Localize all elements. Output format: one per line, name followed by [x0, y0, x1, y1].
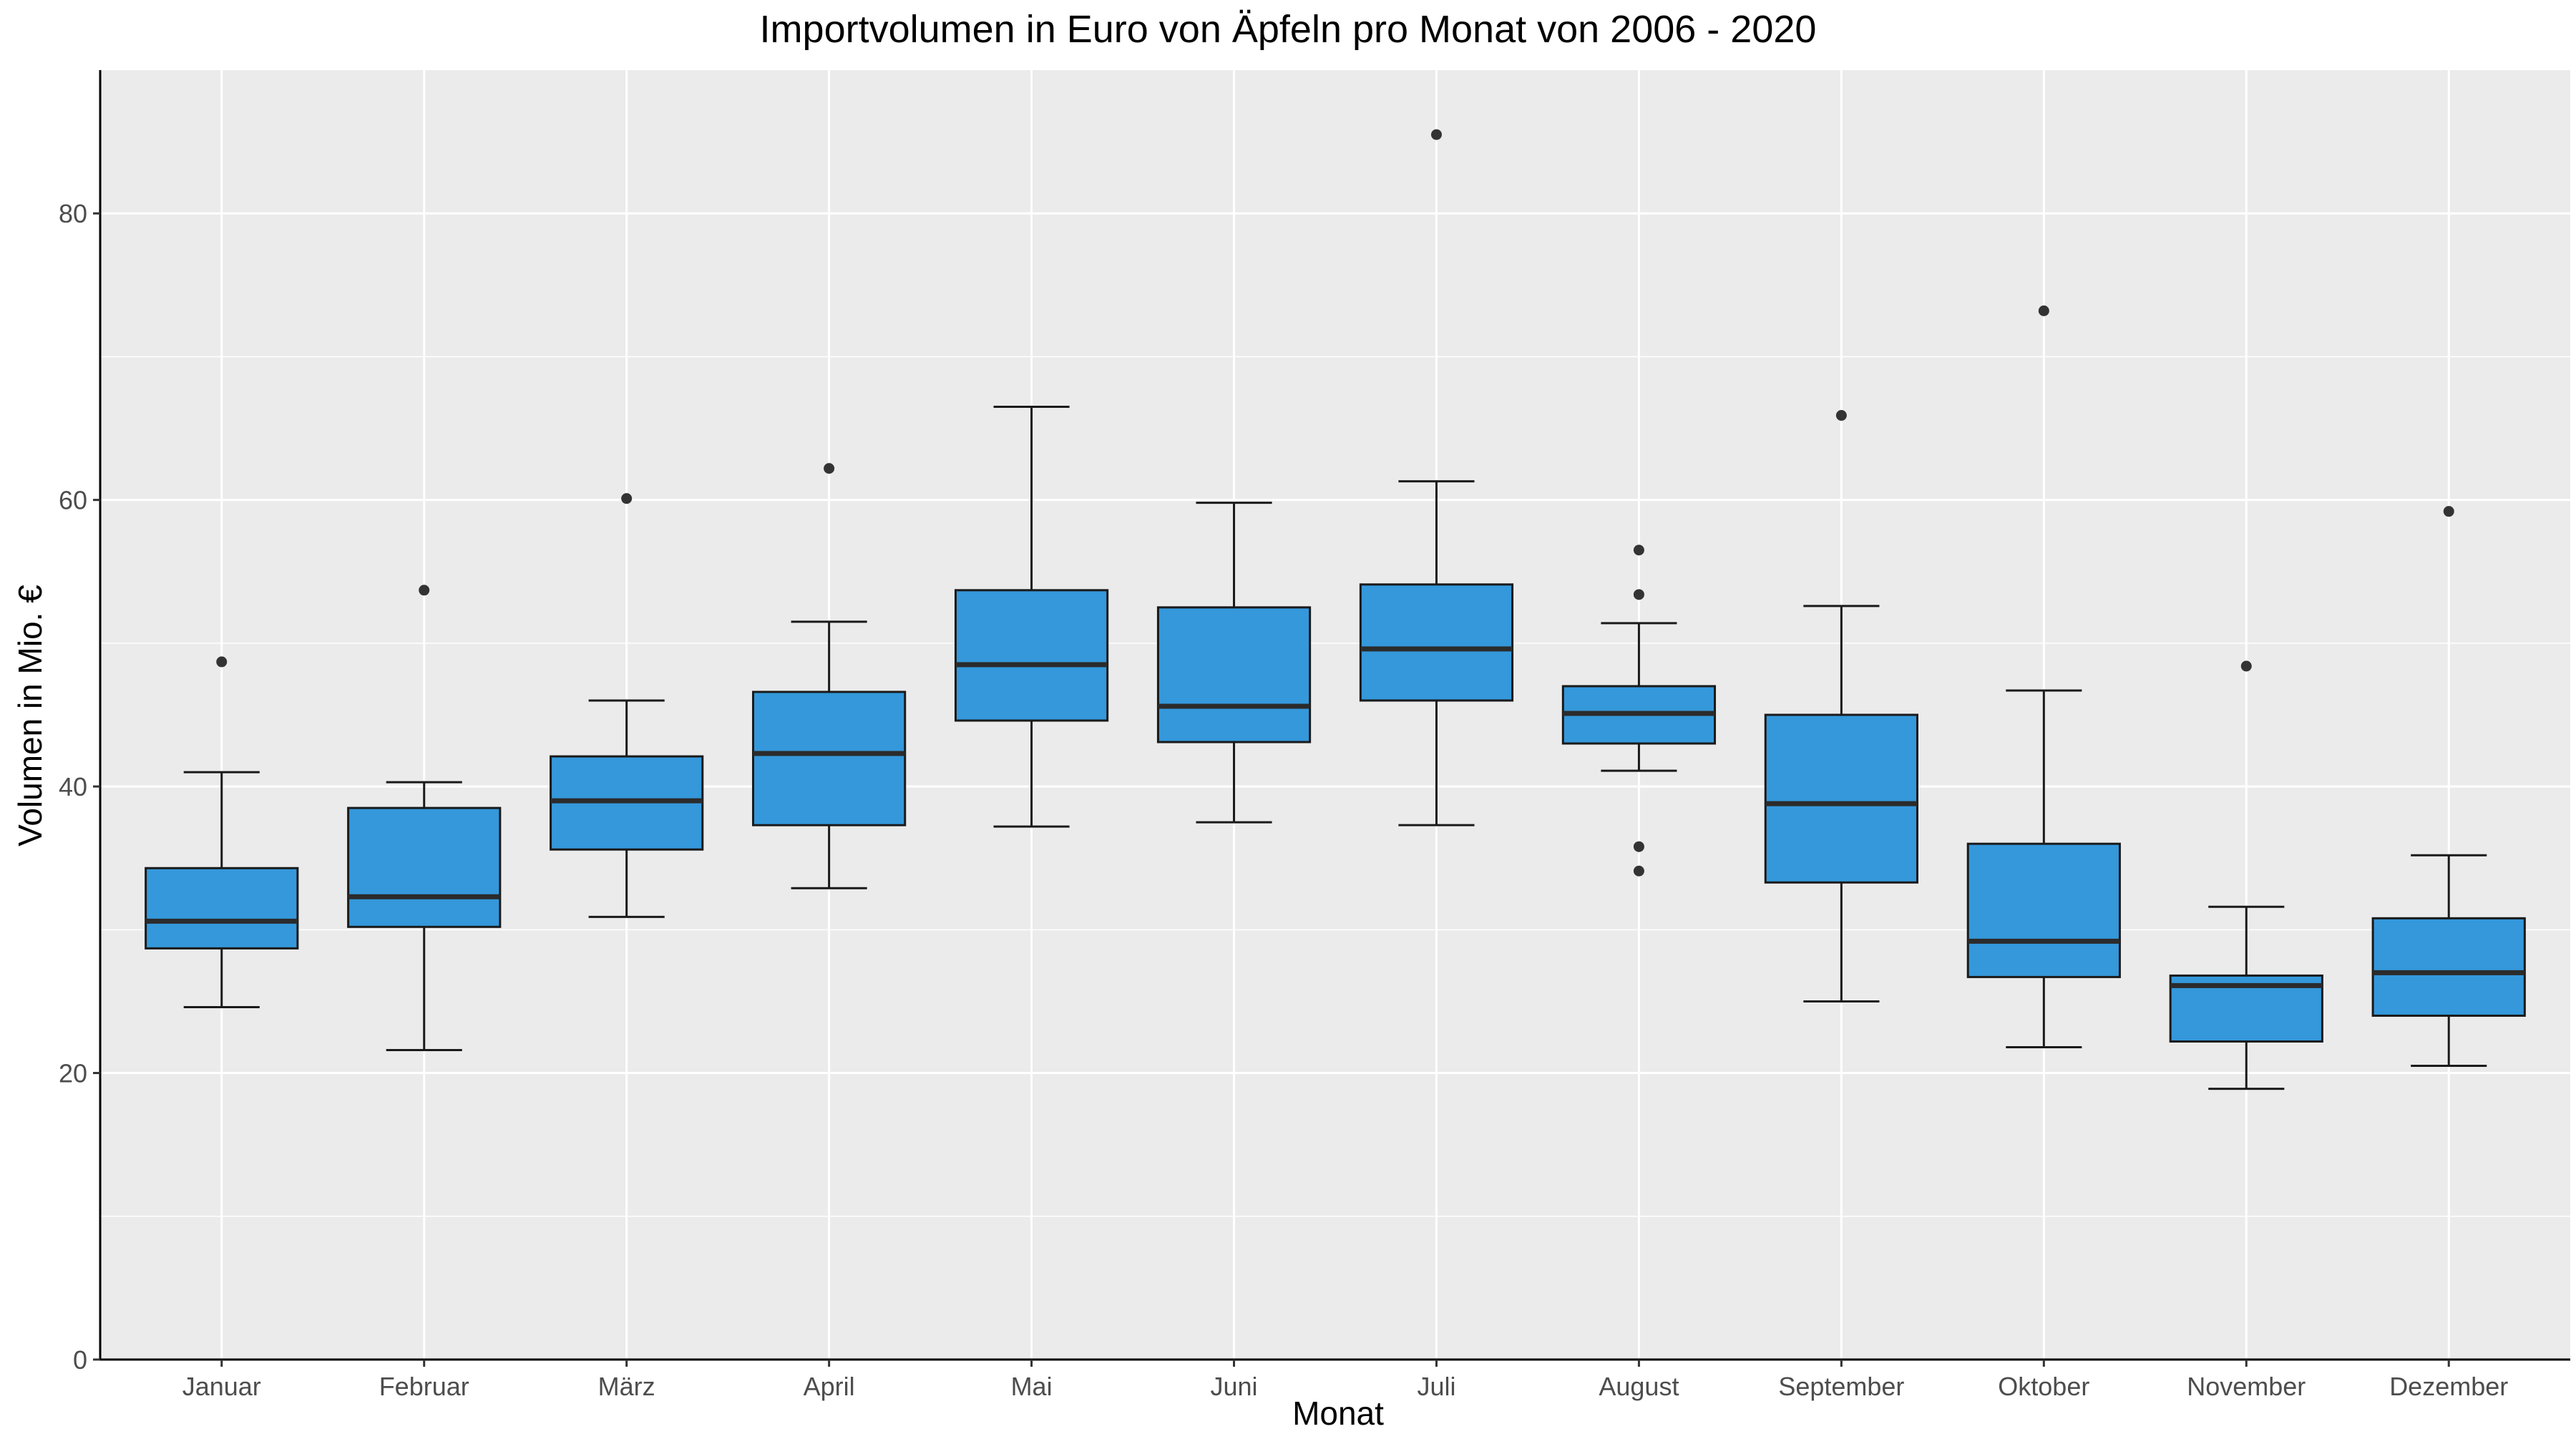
y-tick-label: 20	[59, 1059, 87, 1088]
box-april	[752, 691, 907, 826]
x-tick-label-oktober: Oktober	[1998, 1372, 2089, 1401]
box-februar	[347, 806, 502, 928]
outlier-point	[2038, 305, 2049, 316]
outlier-point	[1633, 841, 1644, 852]
panel-background	[100, 70, 2570, 1360]
box-juni	[1156, 606, 1312, 743]
outlier-point	[1633, 545, 1644, 556]
x-tick-label-februar: Februar	[379, 1372, 469, 1401]
outlier-point	[2443, 506, 2454, 517]
x-tick-label-august: August	[1599, 1372, 1679, 1401]
y-tick-label: 40	[59, 772, 87, 801]
outlier-point	[419, 585, 430, 596]
y-tick-label: 80	[59, 199, 87, 228]
outlier-point	[824, 463, 835, 474]
outlier-point	[1430, 129, 1442, 140]
x-axis-title: Monat	[1292, 1395, 1384, 1432]
outlier-point	[1835, 410, 1847, 421]
x-tick-label-april: April	[804, 1372, 855, 1401]
x-tick-label-januar: Januar	[182, 1372, 261, 1401]
box-september	[1764, 713, 1918, 884]
x-tick-label-september: September	[1778, 1372, 1904, 1401]
box-januar	[145, 867, 299, 950]
x-tick-label-märz: März	[598, 1372, 655, 1401]
outlier-point	[1633, 589, 1644, 600]
outlier-point	[216, 656, 228, 668]
box-dezember	[2371, 917, 2526, 1017]
x-tick-label-dezember: Dezember	[2389, 1372, 2508, 1401]
box-oktober	[1966, 842, 2121, 978]
chart-title: Importvolumen in Euro von Äpfeln pro Mon…	[759, 8, 1817, 51]
x-tick-label-mai: Mai	[1011, 1372, 1053, 1401]
x-tick-label-juli: Juli	[1417, 1372, 1455, 1401]
x-tick-label-november: November	[2187, 1372, 2306, 1401]
box-mai	[954, 589, 1109, 722]
x-tick-label-juni: Juni	[1211, 1372, 1258, 1401]
outlier-point	[2240, 660, 2252, 672]
y-tick-label: 60	[59, 486, 87, 515]
outlier-point	[621, 493, 633, 504]
outlier-point	[1633, 865, 1644, 877]
y-axis-title: Volumen in Mio. €	[11, 585, 49, 847]
y-tick-label: 0	[73, 1345, 87, 1375]
box-juli	[1359, 583, 1514, 702]
